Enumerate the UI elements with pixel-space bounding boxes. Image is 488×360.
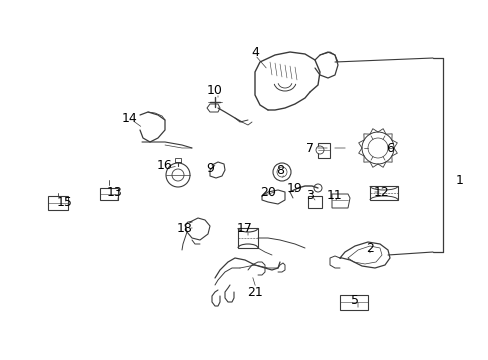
Polygon shape (339, 295, 367, 310)
Circle shape (272, 163, 290, 181)
Text: 10: 10 (206, 84, 223, 96)
Text: 14: 14 (122, 112, 138, 125)
Polygon shape (369, 186, 397, 200)
Circle shape (367, 138, 387, 158)
Polygon shape (175, 158, 181, 162)
Text: 12: 12 (373, 185, 389, 198)
Polygon shape (206, 104, 220, 112)
Polygon shape (317, 143, 329, 158)
Text: 19: 19 (286, 181, 302, 194)
Text: 2: 2 (366, 242, 373, 255)
Text: 3: 3 (305, 189, 313, 202)
Text: 18: 18 (177, 221, 193, 234)
Text: 20: 20 (260, 185, 275, 198)
Polygon shape (238, 228, 258, 248)
Polygon shape (100, 188, 118, 200)
Polygon shape (331, 194, 349, 208)
Text: 1: 1 (455, 174, 463, 186)
Text: 8: 8 (275, 163, 284, 176)
Text: 16: 16 (157, 158, 173, 171)
Text: 6: 6 (385, 141, 393, 154)
Text: 17: 17 (237, 221, 252, 234)
Text: 11: 11 (326, 189, 342, 202)
Text: 9: 9 (205, 162, 214, 175)
Polygon shape (48, 196, 68, 210)
Circle shape (361, 132, 393, 164)
Circle shape (313, 184, 321, 192)
Text: 21: 21 (246, 285, 263, 298)
Circle shape (276, 167, 286, 177)
Circle shape (315, 146, 324, 154)
Text: 5: 5 (350, 293, 358, 306)
Text: 15: 15 (57, 195, 73, 208)
Circle shape (172, 169, 183, 181)
Text: 4: 4 (250, 45, 259, 59)
Text: 7: 7 (305, 141, 313, 154)
Text: 13: 13 (107, 185, 122, 198)
Circle shape (165, 163, 190, 187)
Polygon shape (307, 196, 321, 208)
